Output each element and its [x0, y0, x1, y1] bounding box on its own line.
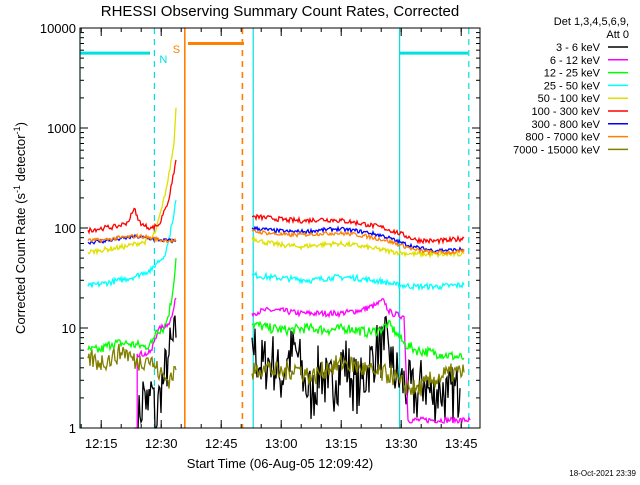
- y-axis-label-sup: -1: [12, 185, 22, 193]
- legend-header-line1: Det 1,3,4,5,6,9,: [554, 16, 629, 28]
- x-axis-label: Start Time (06-Aug-05 12:09:42): [187, 456, 373, 471]
- x-tick-label: 12:45: [205, 436, 238, 451]
- chart-title: RHESSI Observing Summary Count Rates, Co…: [101, 3, 459, 20]
- x-tick-label: 12:15: [85, 436, 118, 451]
- marker-label: N: [159, 54, 167, 66]
- y-tick-label: 10: [62, 321, 76, 336]
- plot-frame: [79, 27, 481, 429]
- plot-area: 1 10 100 1000 10000 12:15 12:30 12:45 13:00 13:15…: [40, 21, 481, 451]
- y-axis-label-main: Corrected Count Rate (s: [13, 193, 28, 334]
- legend-label: 3 - 6 keV: [556, 42, 601, 54]
- y-tick-label: 1: [69, 421, 76, 436]
- series-line-800-7000keV: [87, 228, 465, 256]
- x-tick-label: 13:30: [385, 436, 418, 451]
- y-tick-label: 10000: [40, 21, 76, 36]
- legend-label: 12 - 25 keV: [544, 68, 601, 80]
- series-line-25-50keV: [87, 199, 465, 292]
- x-tick-label: 12:30: [145, 436, 178, 451]
- x-tick-label: 13:45: [445, 436, 478, 451]
- x-tick-label: 13:15: [325, 436, 358, 451]
- y-tick-label: 100: [54, 221, 76, 236]
- y-axis-label-tail: detector: [13, 134, 28, 185]
- y-axis-label-end: ): [13, 122, 28, 126]
- legend-label: 50 - 100 keV: [538, 93, 601, 105]
- series-line-6-12keV: [134, 297, 471, 429]
- legend-label: 6 - 12 keV: [550, 55, 601, 67]
- legend-label: 25 - 50 keV: [544, 80, 601, 92]
- marker-label: S: [173, 44, 180, 56]
- y-tick-label: 1000: [47, 121, 76, 136]
- footer-timestamp: 18-Oct-2021 23:39: [569, 469, 636, 478]
- legend-label: 100 - 300 keV: [532, 106, 601, 118]
- legend-label: 300 - 800 keV: [532, 119, 601, 131]
- legend-label: 7000 - 15000 keV: [513, 144, 601, 156]
- x-tick-label: 13:00: [265, 436, 298, 451]
- legend-label: 800 - 7000 keV: [525, 132, 600, 144]
- y-axis-label-sup2: -1: [12, 126, 22, 134]
- series-line-12-25keV: [87, 258, 465, 361]
- legend-header-line2: Att 0: [606, 29, 629, 41]
- series-line-7000-15000keV: [87, 343, 465, 397]
- series-line-100-300keV: [87, 159, 465, 246]
- y-axis-label: Corrected Count Rate (s-1 detector-1): [12, 122, 28, 334]
